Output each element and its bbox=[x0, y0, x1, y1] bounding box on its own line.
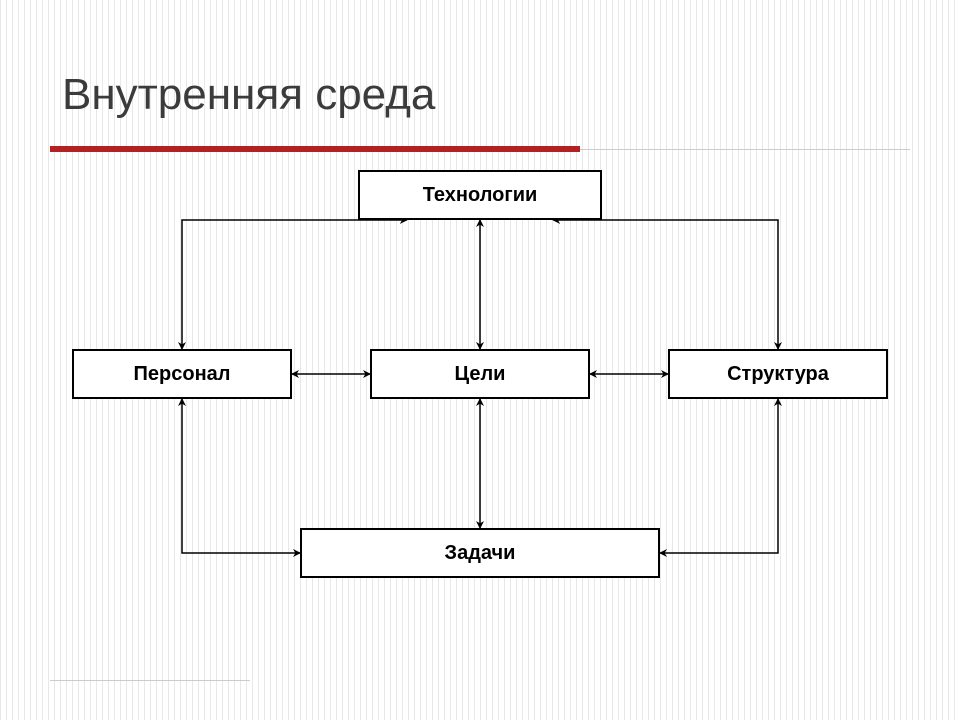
node-label: Цели bbox=[455, 363, 506, 386]
node-technologies: Технологии bbox=[358, 170, 602, 220]
page-title: Внутренняя среда bbox=[62, 70, 435, 120]
node-label: Структура bbox=[727, 363, 829, 386]
node-structure: Структура bbox=[668, 349, 888, 399]
node-tasks: Задачи bbox=[300, 528, 660, 578]
slide: Внутренняя среда Технологии Персонал Цел… bbox=[0, 0, 960, 720]
node-label: Задачи bbox=[445, 542, 516, 565]
node-goals: Цели bbox=[370, 349, 590, 399]
title-underline-accent bbox=[50, 146, 580, 152]
node-label: Технологии bbox=[423, 184, 538, 207]
title-underline-light bbox=[580, 149, 910, 150]
node-personnel: Персонал bbox=[72, 349, 292, 399]
footer-rule bbox=[50, 680, 250, 681]
node-label: Персонал bbox=[134, 363, 231, 386]
